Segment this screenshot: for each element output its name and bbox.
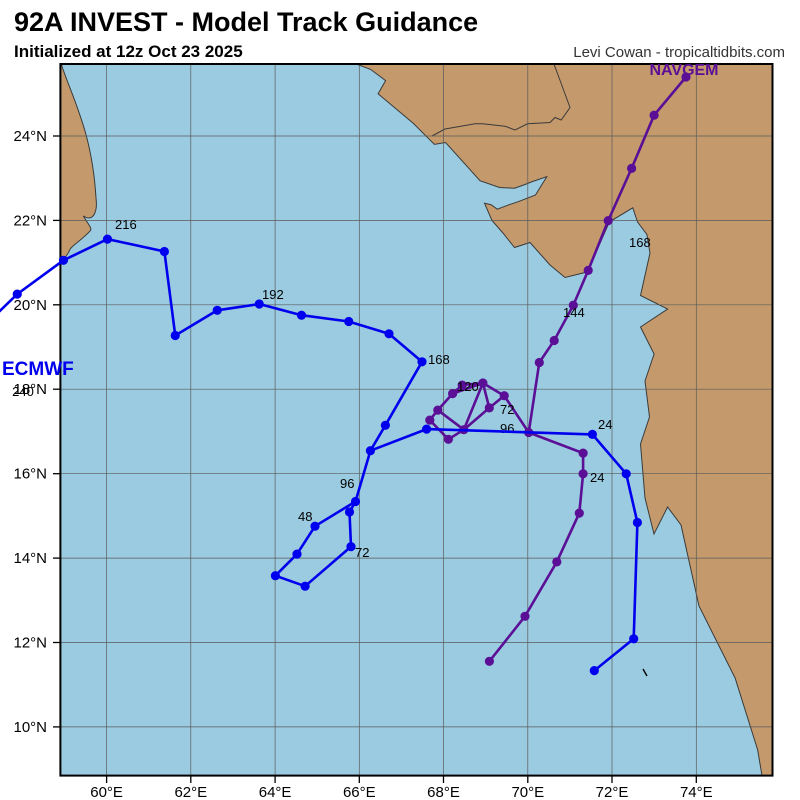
svg-text:240: 240 [12,384,34,399]
svg-text:168: 168 [629,235,651,250]
svg-text:24: 24 [598,417,612,432]
svg-text:120: 120 [457,379,479,394]
svg-text:216: 216 [115,217,137,232]
svg-text:70°E: 70°E [511,784,544,800]
svg-text:168: 168 [428,352,450,367]
svg-text:ECMWF: ECMWF [2,359,74,380]
svg-text:144: 144 [563,305,585,320]
svg-text:20°N: 20°N [13,297,47,314]
svg-text:60°E: 60°E [90,784,123,800]
svg-text:96: 96 [340,476,354,491]
svg-text:96: 96 [500,421,514,436]
svg-text:24°N: 24°N [13,128,47,145]
svg-text:62°E: 62°E [174,784,207,800]
svg-text:72°E: 72°E [596,784,629,800]
svg-text:192: 192 [262,287,284,302]
svg-text:68°E: 68°E [427,784,460,800]
svg-text:22°N: 22°N [13,212,47,229]
svg-text:10°N: 10°N [13,719,47,736]
svg-text:48: 48 [298,509,312,524]
svg-text:24: 24 [590,470,604,485]
svg-text:64°E: 64°E [259,784,292,800]
svg-text:66°E: 66°E [343,784,376,800]
svg-text:72: 72 [355,545,369,560]
svg-text:74°E: 74°E [680,784,713,800]
svg-text:72: 72 [500,402,514,417]
svg-text:12°N: 12°N [13,635,47,652]
svg-text:14°N: 14°N [13,550,47,567]
svg-text:16°N: 16°N [13,466,47,483]
